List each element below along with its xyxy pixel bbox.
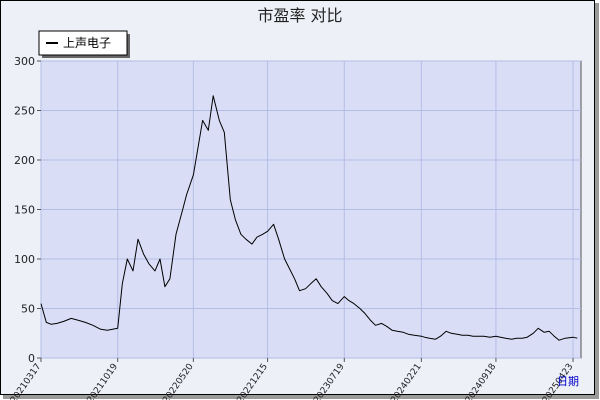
series-layer xyxy=(40,95,578,341)
y-tick-label: 150 xyxy=(14,204,35,217)
x-axis-label: 日期 xyxy=(557,375,579,388)
y-tick-label: 50 xyxy=(21,303,35,316)
y-tick-label: 100 xyxy=(14,253,35,266)
grid-lines xyxy=(40,60,581,359)
series-line xyxy=(40,95,578,341)
y-axis-ticks: 0 50 100 150 200 250 300 xyxy=(14,55,41,365)
y-tick-label: 250 xyxy=(14,105,35,118)
y-tick-label: 200 xyxy=(14,154,35,167)
y-tick-label: 0 xyxy=(28,352,35,365)
legend-label: 上声电子 xyxy=(63,36,111,50)
chart-title: 市盈率 对比 xyxy=(257,6,342,25)
legend: 上声电子 xyxy=(38,30,130,58)
legend-box xyxy=(38,30,128,56)
y-tick-label: 300 xyxy=(14,55,35,68)
